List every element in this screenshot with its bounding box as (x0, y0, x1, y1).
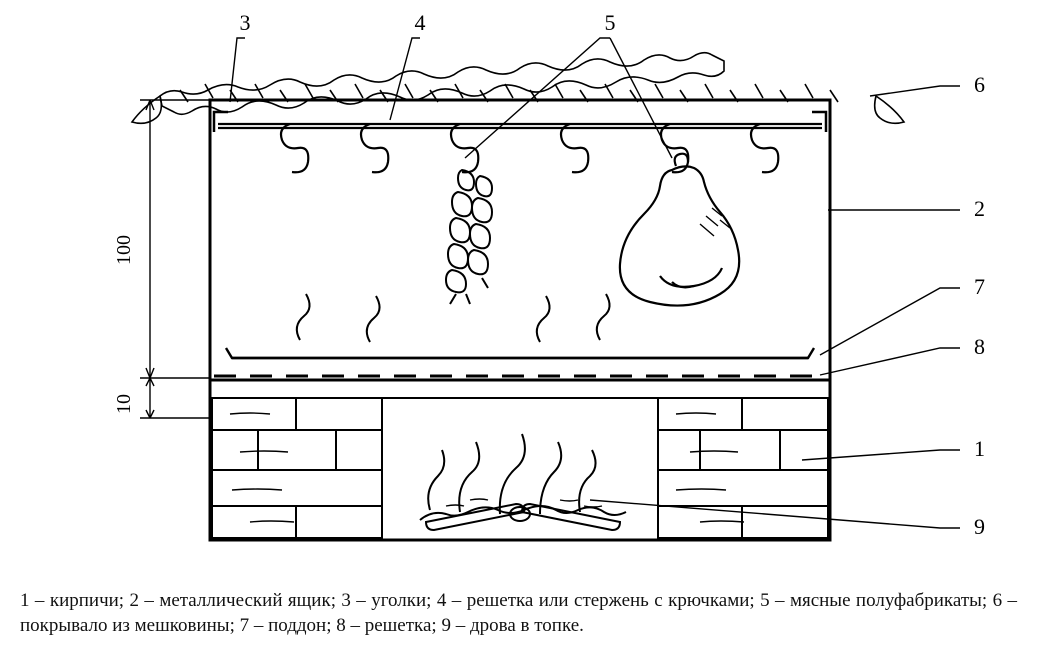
metal-box (210, 100, 830, 380)
callout-3: 3 (240, 10, 251, 35)
callout-6: 6 (974, 72, 985, 97)
callout-8: 8 (974, 334, 985, 359)
dimension-100 (140, 100, 210, 378)
bricks-right (658, 398, 828, 540)
callout-4: 4 (415, 10, 426, 35)
callout-lines (230, 38, 960, 528)
ham (620, 154, 739, 306)
fire (420, 434, 626, 530)
dimension-100-label: 100 (113, 235, 135, 265)
dimension-10-label: 10 (113, 394, 135, 414)
callout-5: 5 (605, 10, 616, 35)
callout-7: 7 (974, 274, 985, 299)
callout-1: 1 (974, 436, 985, 461)
rod-with-hooks (218, 124, 822, 172)
bricks-left (212, 398, 382, 540)
dimension-10 (140, 378, 210, 418)
callout-2: 2 (974, 196, 985, 221)
legend-caption: 1 – кирпичи; 2 – металлический ящик; 3 –… (20, 588, 1017, 639)
callout-labels: 3 4 5 6 2 7 8 1 9 (240, 10, 986, 539)
callout-9: 9 (974, 514, 985, 539)
drip-tray (226, 348, 814, 358)
smoke (297, 294, 610, 342)
sausages (446, 170, 492, 304)
base-outline (210, 380, 830, 540)
smoker-diagram: 100 10 3 4 5 6 2 7 8 1 9 (0, 0, 1037, 570)
diagram-page: 100 10 3 4 5 6 2 7 8 1 9 (0, 0, 1037, 657)
burlap-cover (132, 53, 904, 124)
